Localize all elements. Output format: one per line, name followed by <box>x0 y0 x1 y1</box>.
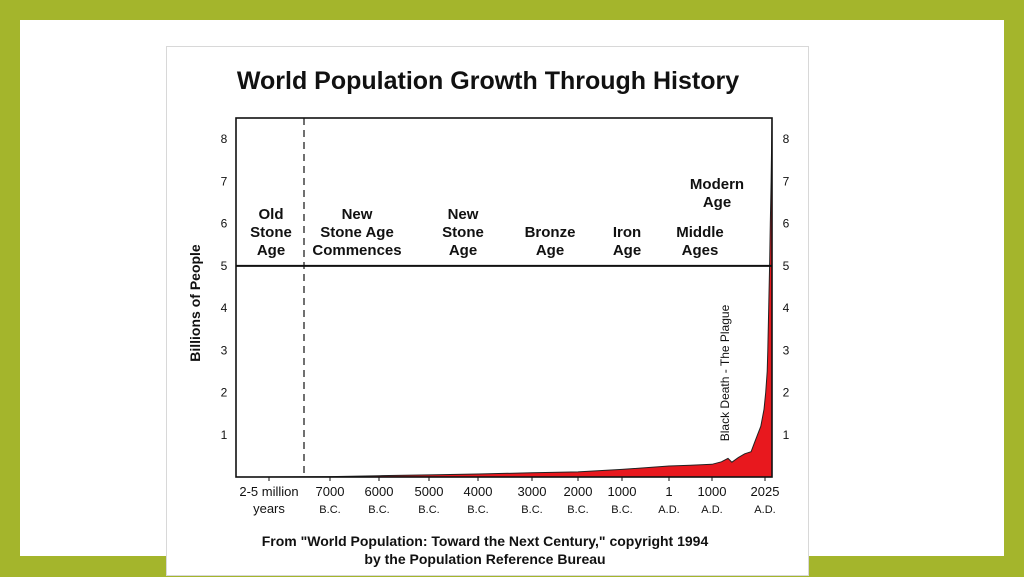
y-tick-left: 4 <box>221 301 228 315</box>
chart-title: World Population Growth Through History <box>237 67 739 95</box>
y-tick-left: 7 <box>221 174 228 188</box>
x-tick-sublabel: B.C. <box>611 504 632 516</box>
y-tick-left: 6 <box>221 217 228 231</box>
y-tick-left: 5 <box>221 259 228 273</box>
x-tick-sublabel: B.C. <box>368 504 389 516</box>
y-axis-label: Billions of People <box>187 244 203 362</box>
x-tick-sublabel: A.D. <box>701 504 722 516</box>
slide-background: World Population Growth Through History … <box>20 20 1004 576</box>
x-tick-sublabel: A.D. <box>754 504 775 516</box>
y-tick-left: 1 <box>221 428 228 442</box>
x-tick-label: 7000 <box>316 484 345 499</box>
x-tick-label: 6000 <box>365 484 394 499</box>
era-label: Age <box>257 242 285 259</box>
y-tick-right: 3 <box>783 343 790 357</box>
y-tick-right: 8 <box>783 132 790 146</box>
era-label: Stone Age <box>320 224 394 241</box>
era-label: New <box>342 206 373 223</box>
y-tick-left: 8 <box>221 132 228 146</box>
era-label: Age <box>536 242 564 259</box>
x-tick-label: 5000 <box>415 484 444 499</box>
era-label: Middle <box>676 224 724 241</box>
y-tick-right: 2 <box>783 386 790 400</box>
y-tick-left: 2 <box>221 386 228 400</box>
source-line-1: From "World Population: Toward the Next … <box>262 533 709 549</box>
x-tick-label: 3000 <box>518 484 547 499</box>
era-label: Old <box>259 206 284 223</box>
era-label: Stone <box>442 224 484 241</box>
era-label: Age <box>613 242 641 259</box>
chart-figure: World Population Growth Through History … <box>166 46 809 576</box>
era-label: Modern <box>690 176 744 193</box>
era-label: New <box>448 206 479 223</box>
y-tick-right: 6 <box>783 217 790 231</box>
era-label: Age <box>449 242 477 259</box>
population-area <box>236 117 773 478</box>
x-tick-sublabel: B.C. <box>467 504 488 516</box>
plot-frame <box>235 117 773 478</box>
era-label: Age <box>703 194 731 211</box>
x-tick-sublabel: years <box>253 501 285 516</box>
y-tick-right: 5 <box>783 259 790 273</box>
era-label: Ages <box>682 242 719 259</box>
plague-annotation: Black Death - The Plague <box>718 304 732 441</box>
era-label: Commences <box>312 242 401 259</box>
x-tick-sublabel: B.C. <box>567 504 588 516</box>
x-tick-sublabel: A.D. <box>658 504 679 516</box>
era-label: Stone <box>250 224 292 241</box>
x-tick-label: 4000 <box>464 484 493 499</box>
x-tick-label: 2-5 million <box>239 484 298 499</box>
x-tick-label: 1000 <box>698 484 727 499</box>
x-tick-sublabel: B.C. <box>418 504 439 516</box>
y-tick-right: 4 <box>783 301 790 315</box>
y-tick-right: 7 <box>783 174 790 188</box>
x-tick-label: 2025 <box>751 484 780 499</box>
population-chart: World Population Growth Through History … <box>187 67 790 567</box>
x-tick-label: 1 <box>665 484 672 499</box>
era-label: Bronze <box>525 224 576 241</box>
x-tick-label: 2000 <box>564 484 593 499</box>
source-line-2: by the Population Reference Bureau <box>364 551 605 567</box>
y-tick-left: 3 <box>221 343 228 357</box>
x-tick-label: 1000 <box>608 484 637 499</box>
y-tick-right: 1 <box>783 428 790 442</box>
x-tick-sublabel: B.C. <box>521 504 542 516</box>
x-tick-sublabel: B.C. <box>319 504 340 516</box>
era-label: Iron <box>613 224 641 241</box>
